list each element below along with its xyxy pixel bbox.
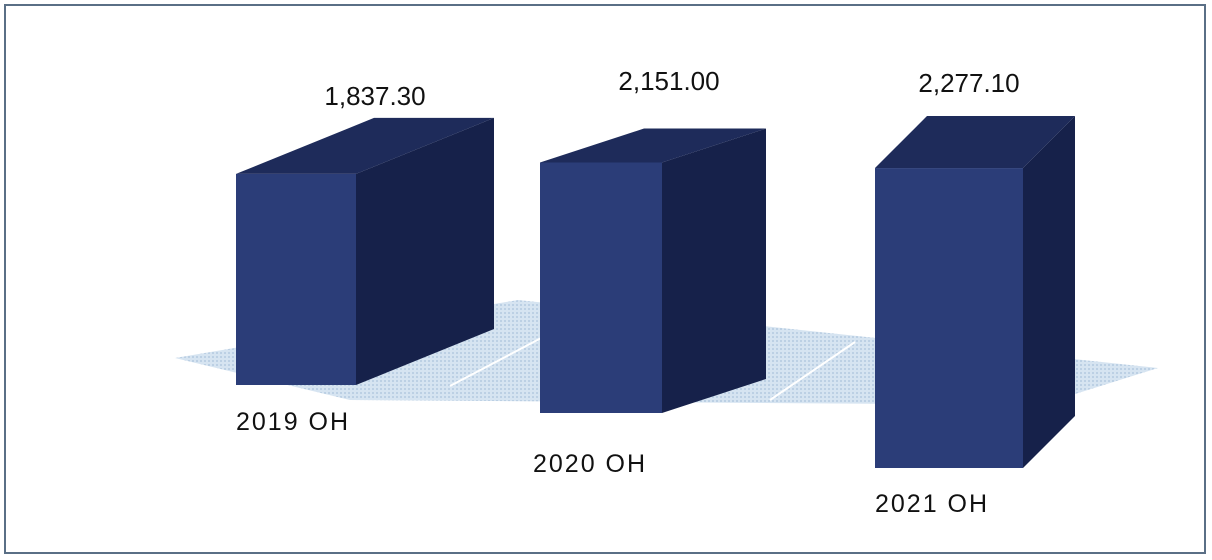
bar-1 <box>236 117 494 385</box>
bar-3-side <box>1023 116 1075 469</box>
data-label-2: 2,151.00 <box>618 66 719 96</box>
bar-3-top <box>875 116 1075 169</box>
bar-3-front <box>875 168 1023 469</box>
bar-2 <box>540 128 766 413</box>
bar-1-top <box>236 117 494 174</box>
data-label-3: 2,277.10 <box>918 68 1019 98</box>
category-label-1: 2019 OH <box>236 408 350 436</box>
bar-2-side <box>662 128 766 413</box>
category-label-3: 2021 OH <box>875 490 989 518</box>
bar-2-top <box>540 128 766 163</box>
bar-1-front <box>236 173 356 385</box>
bar-2-front <box>540 162 662 413</box>
labels-layer: 1,837.30 2019 OH 2,151.00 2020 OH 2,277.10 20… <box>236 66 1020 518</box>
floor-divider-2 <box>769 341 856 401</box>
bars-layer <box>236 116 1075 469</box>
category-label-2: 2020 OH <box>533 450 647 478</box>
bar-3 <box>875 116 1075 469</box>
floor-divider-1 <box>449 335 546 387</box>
data-label-1: 1,837.30 <box>324 81 425 111</box>
bar-1-side <box>356 117 494 385</box>
